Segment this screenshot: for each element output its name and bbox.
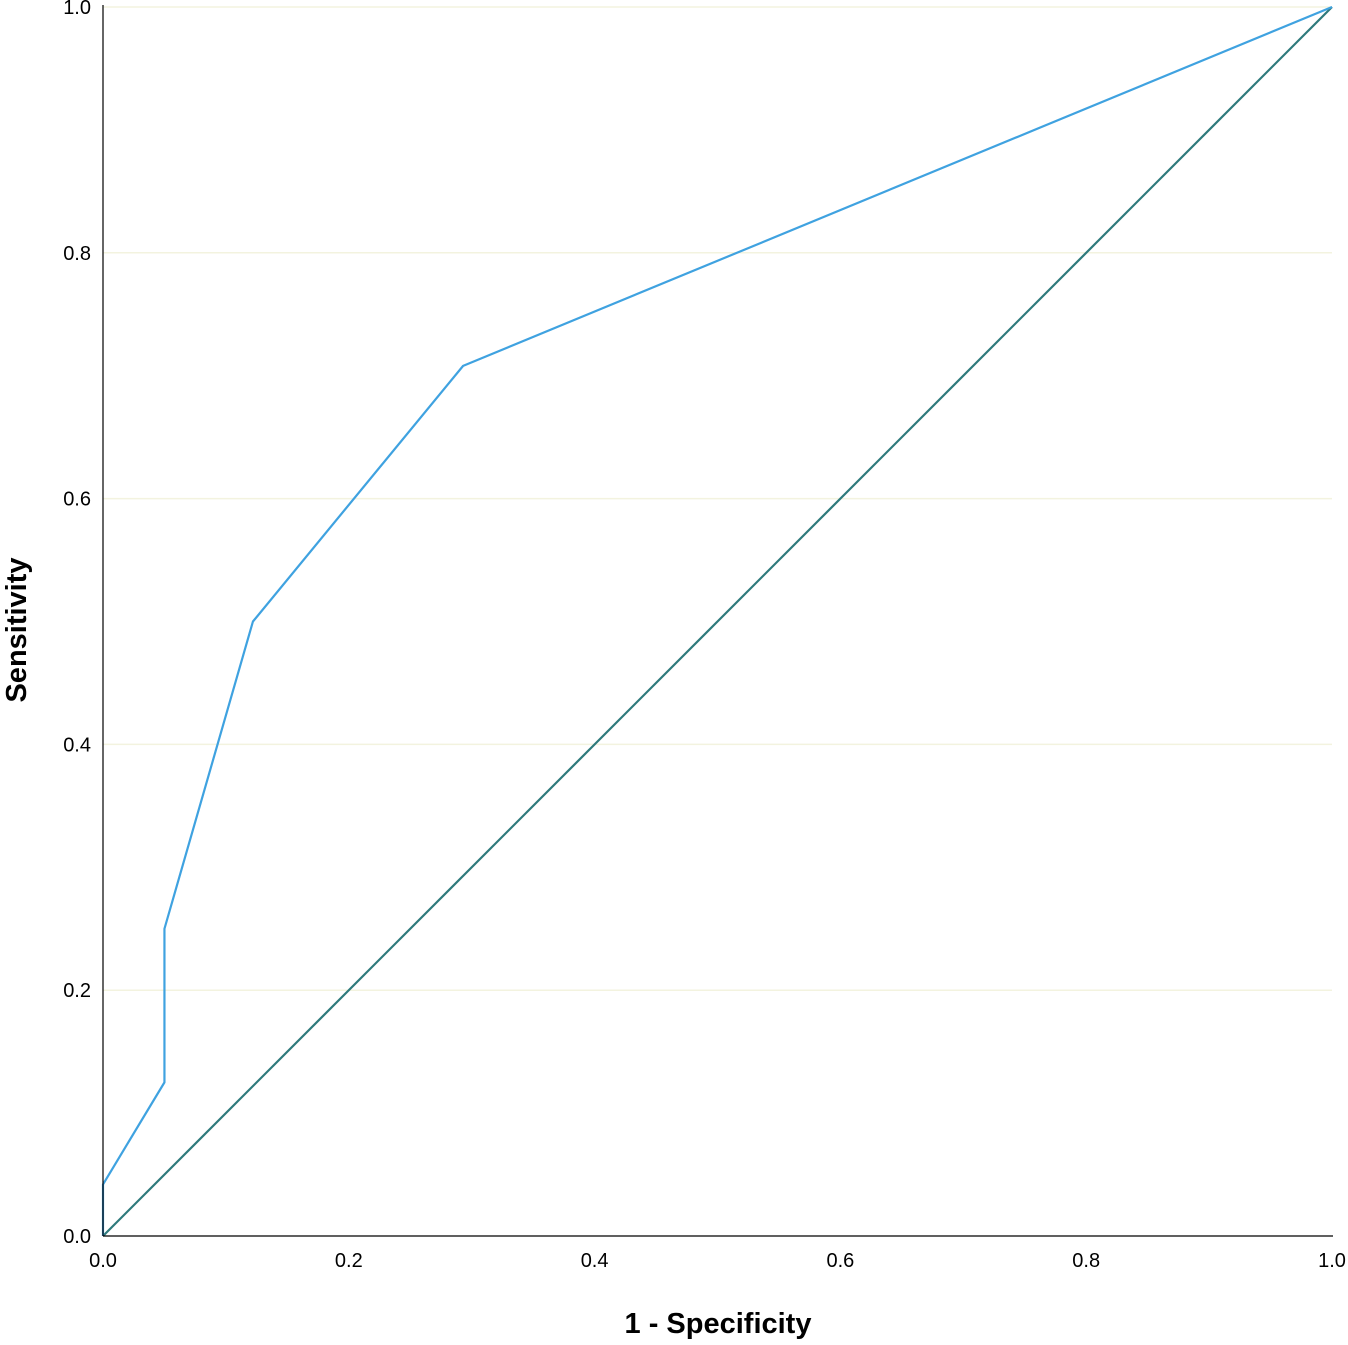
y-tick-label-2: 0.4 — [63, 734, 91, 756]
y-axis-title: Sensitivity — [1, 557, 33, 702]
x-tick-label-1: 0.2 — [335, 1250, 363, 1272]
y-tick-label-5: 1.0 — [63, 0, 91, 19]
tick-labels: 0.0 0.2 0.4 0.6 0.8 1.0 0.0 0.2 0.4 0.6 0.8 1.0 — [63, 0, 1346, 1272]
x-axis-title: 1 - Specificity — [625, 1308, 812, 1340]
gridlines — [103, 6, 1332, 991]
x-tick-label-4: 0.8 — [1072, 1250, 1100, 1272]
y-tick-label-4: 0.8 — [63, 243, 91, 265]
series-layer — [101, 5, 1333, 1237]
x-tick-label-0: 0.0 — [89, 1250, 117, 1272]
y-tick-label-0: 0.0 — [63, 1226, 91, 1248]
y-tick-label-1: 0.2 — [63, 980, 91, 1002]
x-tick-label-5: 1.0 — [1318, 1250, 1346, 1272]
axes — [102, 5, 1333, 1237]
x-tick-label-2: 0.4 — [581, 1250, 609, 1272]
reference-line — [102, 6, 1333, 1237]
x-tick-label-3: 0.6 — [826, 1250, 854, 1272]
y-tick-label-3: 0.6 — [63, 489, 91, 511]
